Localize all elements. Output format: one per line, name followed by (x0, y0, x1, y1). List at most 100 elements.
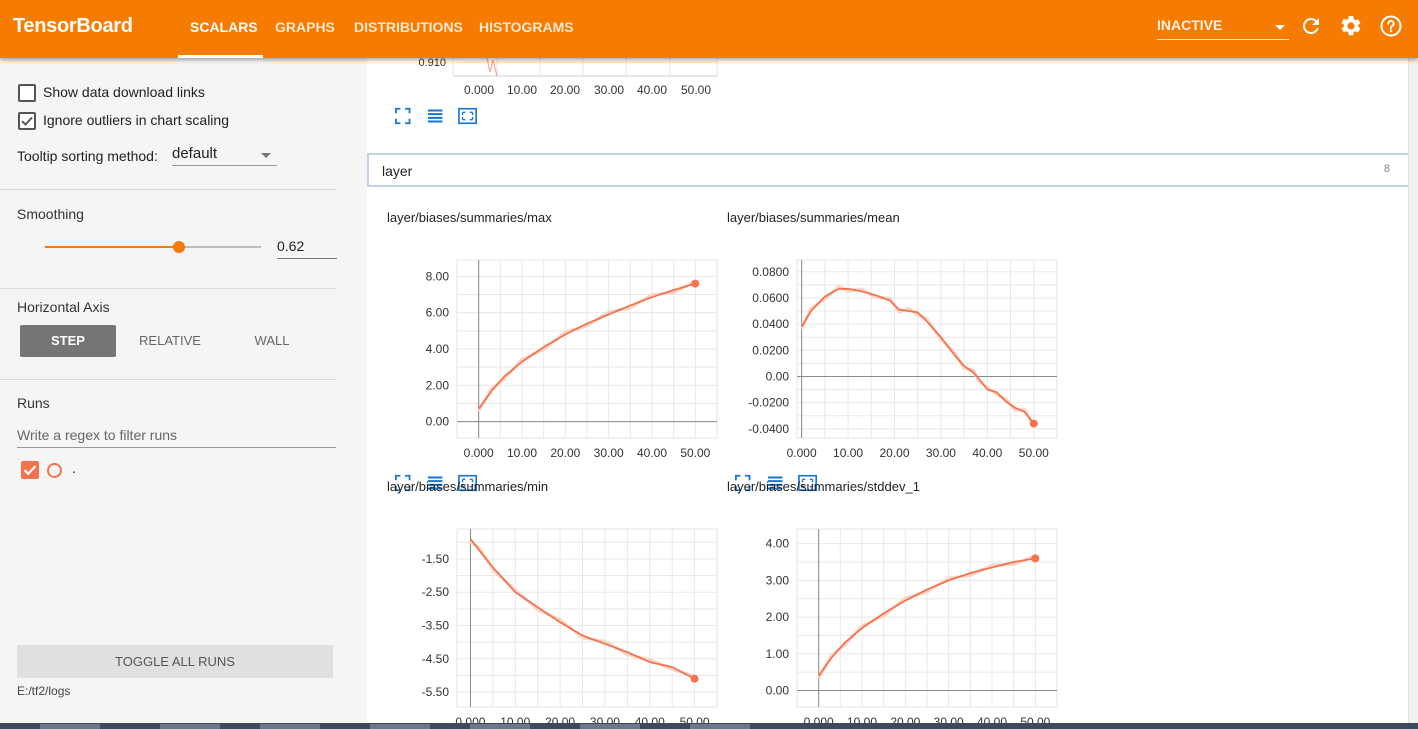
tag-group-count: 8 (1383, 163, 1390, 175)
refresh-icon[interactable] (1299, 14, 1323, 38)
y-tick-label: -2.50 (422, 585, 450, 599)
fullscreen-icon[interactable] (395, 474, 415, 492)
smoothing-value-input[interactable]: 0.62 (277, 238, 337, 259)
chart-toolbar (735, 474, 835, 492)
toggle-log-scale-icon[interactable] (427, 474, 447, 492)
fullscreen-icon[interactable] (395, 107, 415, 125)
active-tab-indicator (178, 55, 263, 58)
log-directory: E:/tf2/logs (17, 684, 71, 698)
smoothed-series-line (477, 282, 696, 410)
tooltip-sorting-label: Tooltip sorting method: (17, 148, 158, 164)
run-name: . (72, 460, 76, 476)
toggle-all-runs-button[interactable]: TOGGLE ALL RUNS (17, 645, 333, 678)
y-tick-label: -4.50 (422, 652, 450, 666)
x-tick-label: 0.000 (787, 446, 817, 460)
partial-xtick: 50.00 (681, 83, 711, 97)
tag-group-name: layer (382, 163, 413, 179)
smoothing-slider-track[interactable] (179, 246, 261, 248)
checkmark-icon (23, 465, 37, 476)
y-tick-label: 0.0800 (752, 265, 789, 279)
x-tick-label: 30.00 (594, 446, 624, 460)
partial-xtick: 30.00 (594, 83, 624, 97)
x-tick-label: 20.00 (550, 446, 580, 460)
scalar-chart[interactable]: 0.000 10.00 20.00 30.00 40.00 50.00-1.50-2.50… (387, 502, 727, 729)
show-download-links-checkbox[interactable] (18, 84, 36, 102)
partial-xtick: 40.00 (637, 83, 667, 97)
tab-graphs[interactable]: GRAPHS (275, 19, 335, 35)
axis-step-button[interactable]: STEP (20, 325, 116, 357)
last-point-marker (690, 674, 699, 683)
run-checkbox[interactable] (21, 461, 39, 479)
y-tick-label: -1.50 (422, 552, 450, 566)
help-icon[interactable] (1379, 14, 1403, 38)
toggle-log-scale-icon[interactable] (767, 474, 787, 492)
settings-gear-icon[interactable] (1339, 14, 1363, 38)
fit-domain-icon[interactable] (458, 107, 478, 125)
smoothing-slider-fill (45, 246, 179, 248)
fit-domain-icon[interactable] (798, 474, 818, 492)
x-tick-label: 10.00 (507, 446, 537, 460)
partial-ytick: 0.910 (418, 58, 446, 69)
runs-filter-input[interactable]: Write a regex to filter runs (17, 427, 336, 448)
chart-title: layer/biases/summaries/mean (727, 210, 900, 225)
y-tick-label: 4.00 (766, 537, 790, 551)
run-status-dropdown[interactable]: INACTIVE (1157, 17, 1289, 40)
ignore-outliers-checkbox[interactable] (18, 112, 36, 130)
tooltip-sorting-dropdown[interactable]: default (172, 145, 277, 166)
toggle-log-scale-icon[interactable] (427, 107, 447, 125)
scalar-chart[interactable]: 0.000 10.00 20.00 30.00 40.00 50.00 0.00 2.00 4.… (387, 233, 727, 468)
tab-scalars[interactable]: SCALARS (190, 19, 258, 35)
run-color-swatch (47, 463, 62, 478)
chart-title: layer/biases/summaries/stddev_1 (727, 479, 920, 494)
y-tick-label: 6.00 (426, 306, 450, 320)
sidebar: Show data download links Ignore outliers… (0, 58, 368, 729)
chart-grid (457, 529, 717, 707)
last-point-marker (691, 279, 700, 288)
main-content: 0.910 0.000 10.00 20.00 30.00 40.00 50.0… (367, 58, 1418, 729)
y-tick-label: 0.00 (766, 369, 790, 383)
smoothed-series-line (800, 287, 1035, 425)
y-tick-label: 0.0600 (752, 291, 789, 305)
smoothed-series-line (817, 557, 1036, 677)
app-title: TensorBoard (13, 15, 133, 37)
runs-title: Runs (17, 395, 50, 411)
y-tick-label: 1.00 (766, 647, 790, 661)
chart-title: layer/biases/summaries/max (387, 210, 552, 225)
smoothing-slider-handle[interactable] (173, 241, 185, 253)
x-tick-label: 40.00 (637, 446, 667, 460)
y-tick-label: -0.0400 (748, 422, 789, 436)
smoothing-title: Smoothing (17, 206, 84, 222)
divider (0, 379, 336, 380)
main-scrollbar[interactable] (1408, 58, 1418, 729)
ignore-outliers-label: Ignore outliers in chart scaling (43, 112, 229, 128)
top-app-bar: TensorBoard SCALARS GRAPHS DISTRIBUTIONS… (0, 0, 1418, 58)
last-point-marker (1029, 419, 1038, 428)
chart-toolbar (395, 107, 495, 125)
fit-domain-icon[interactable] (458, 474, 478, 492)
smoothed-series-line (469, 538, 696, 680)
partial-xtick: 0.000 (464, 83, 494, 97)
axis-relative-button[interactable]: RELATIVE (139, 333, 201, 348)
plot-border (796, 528, 1058, 708)
horizontal-axis-title: Horizontal Axis (17, 299, 110, 315)
tag-group-header[interactable]: layer 8 (367, 153, 1410, 187)
partial-xtick: 10.00 (507, 83, 537, 97)
y-tick-label: 8.00 (426, 269, 450, 283)
y-tick-label: 0.0400 (752, 317, 789, 331)
x-tick-label: 40.00 (972, 446, 1002, 460)
run-status-value: INACTIVE (1157, 17, 1223, 33)
tab-distributions[interactable]: DISTRIBUTIONS (354, 19, 463, 35)
scalar-chart[interactable]: 0.000 10.00 20.00 30.00 40.00 50.000.001.002.… (727, 502, 1067, 729)
last-point-marker (1031, 554, 1040, 563)
y-tick-label: 4.00 (426, 342, 450, 356)
tab-histograms[interactable]: HISTOGRAMS (479, 19, 574, 35)
y-tick-label: 0.00 (766, 683, 790, 697)
scalar-chart[interactable]: 0.000 10.00 20.00 30.00 40.00 50.00 -0.0400 -0.… (727, 233, 1067, 468)
tooltip-sorting-value: default (172, 145, 218, 162)
y-tick-label: 2.00 (766, 610, 790, 624)
plot-border (456, 259, 718, 439)
axis-wall-button[interactable]: WALL (254, 333, 290, 348)
fullscreen-icon[interactable] (735, 474, 755, 492)
x-tick-label: 0.000 (464, 446, 494, 460)
y-tick-label: -3.50 (422, 618, 450, 632)
